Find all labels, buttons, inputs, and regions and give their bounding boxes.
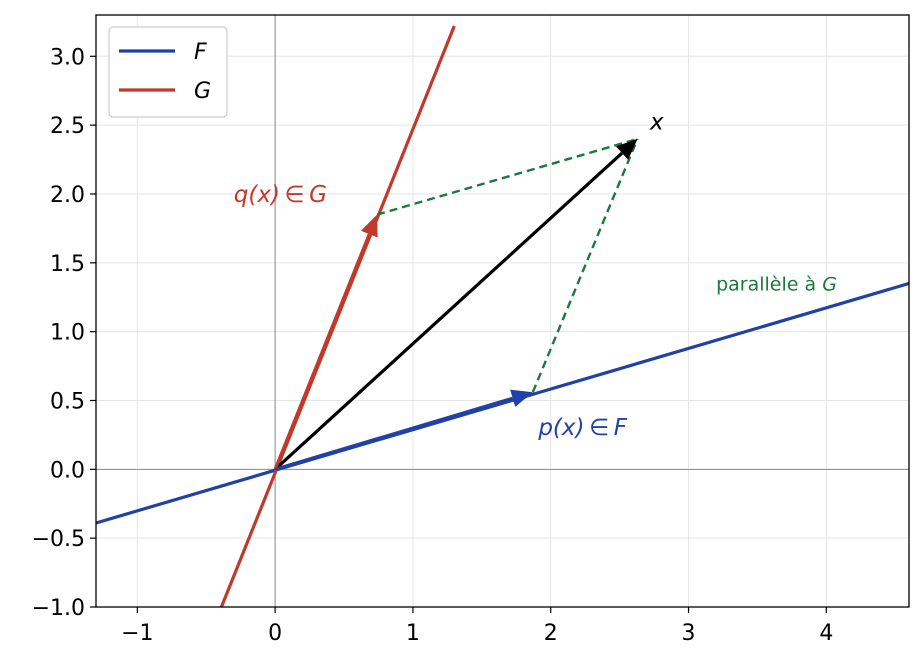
vector-p-x	[274, 389, 533, 471]
annotation-italic-text: G	[822, 273, 837, 295]
y-tick-label: 1.5	[50, 252, 85, 277]
y-tick-label: 1.0	[50, 321, 85, 346]
ticks: −1 0 1 2 3 4 −1.0 −0.5 0.0 0.5 1.0 1.5 2.0 2.5 3.0	[32, 45, 834, 646]
x-tick-label: 2	[544, 621, 558, 646]
annotation-text: p(x) ∈ F	[537, 415, 627, 441]
dashed-line-1	[376, 137, 638, 216]
x-tick-label: 1	[406, 621, 420, 646]
annotation-3: p(x) ∈ F	[537, 415, 627, 441]
vector-arrowhead	[615, 138, 638, 160]
y-tick-label: 2.0	[50, 183, 85, 208]
y-tick-label: −1.0	[32, 596, 85, 621]
y-tick-label: 2.5	[50, 114, 85, 139]
annotation-layer: x q(x) ∈ G p(x) ∈ F parallèle à G	[234, 109, 837, 441]
vector-arrowhead	[360, 214, 378, 238]
annotation-text: q(x) ∈ G	[234, 182, 327, 208]
vector-shaft	[273, 233, 371, 470]
vector-q-x	[273, 214, 378, 470]
legend-label: F	[194, 40, 207, 65]
annotation-text: x	[649, 109, 664, 135]
y-tick-label: 0.5	[50, 389, 85, 414]
legend: FG	[108, 26, 228, 118]
x-tick-label: 3	[682, 621, 696, 646]
series-line-f	[96, 281, 909, 525]
dashed-line-2	[531, 138, 639, 393]
plot-area	[96, 15, 909, 607]
annotation-1: x	[649, 109, 664, 135]
vector-x	[274, 138, 638, 471]
annotation-2: q(x) ∈ G	[234, 182, 327, 208]
plot-frame	[95, 14, 910, 608]
vector-arrowhead	[510, 389, 533, 407]
y-tick-label: 0.0	[50, 458, 85, 483]
vector-shaft	[274, 396, 514, 471]
annotation-4: parallèle à G	[716, 273, 837, 295]
legend-entry-f: F	[119, 40, 207, 65]
x-tick-label: −1	[121, 621, 153, 646]
vector-shaft	[274, 151, 624, 471]
x-tick-label: 4	[819, 621, 833, 646]
vector-layer	[273, 138, 638, 471]
legend-entry-g: G	[119, 79, 211, 104]
legend-label: G	[194, 79, 211, 104]
dashed-layer	[376, 137, 639, 393]
zero-axes	[96, 15, 909, 607]
y-tick-label: 3.0	[50, 45, 85, 70]
y-tick-label: −0.5	[32, 527, 85, 552]
x-tick-label: 0	[268, 621, 282, 646]
annotation-text: parallèle à	[716, 273, 822, 295]
